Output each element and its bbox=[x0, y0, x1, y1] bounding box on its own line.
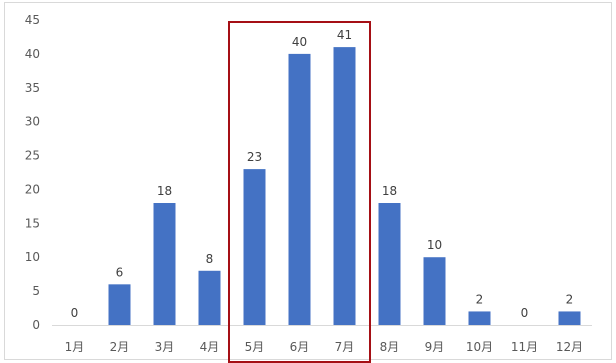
x-tick-label: 2月 bbox=[110, 340, 130, 354]
x-tick-label: 10月 bbox=[466, 340, 493, 354]
bar bbox=[198, 270, 221, 325]
bar bbox=[243, 169, 266, 325]
bars bbox=[108, 47, 581, 326]
y-tick-label: 0 bbox=[32, 318, 40, 332]
x-tick-label: 7月 bbox=[335, 340, 355, 354]
x-tick-label: 12月 bbox=[556, 340, 583, 354]
data-label: 23 bbox=[247, 150, 262, 164]
y-tick-label: 15 bbox=[25, 216, 40, 230]
data-label: 8 bbox=[206, 252, 214, 266]
x-axis: 1月 2月 3月 4月 5月 6月 7月 8月 9月 10月 11月 12月 bbox=[52, 325, 592, 354]
x-tick-label: 6月 bbox=[290, 340, 310, 354]
x-tick-label: 3月 bbox=[155, 340, 175, 354]
bar bbox=[108, 284, 131, 325]
y-tick-label: 35 bbox=[25, 81, 40, 95]
y-tick-label: 40 bbox=[25, 47, 40, 61]
bar bbox=[558, 311, 581, 325]
data-label: 10 bbox=[427, 238, 442, 252]
highlight-box bbox=[228, 21, 371, 363]
data-label: 0 bbox=[521, 306, 529, 320]
x-tick-label: 8月 bbox=[380, 340, 400, 354]
y-tick-label: 10 bbox=[25, 250, 40, 264]
x-tick-label: 4月 bbox=[200, 340, 220, 354]
x-tick-label: 1月 bbox=[65, 340, 85, 354]
data-label: 18 bbox=[157, 184, 172, 198]
data-label: 41 bbox=[337, 28, 352, 42]
y-axis: 0 5 10 15 20 25 30 35 40 45 bbox=[25, 13, 40, 332]
y-tick-label: 5 bbox=[32, 284, 40, 298]
data-label: 0 bbox=[71, 306, 79, 320]
bar bbox=[423, 257, 446, 325]
x-tick-label: 11月 bbox=[511, 340, 538, 354]
x-tick-label: 5月 bbox=[245, 340, 265, 354]
x-tick-label: 9月 bbox=[425, 340, 445, 354]
data-labels: 0 6 18 8 23 40 41 18 10 2 0 2 bbox=[71, 28, 574, 320]
y-tick-label: 20 bbox=[25, 182, 40, 196]
y-tick-label: 45 bbox=[25, 13, 40, 27]
bar bbox=[153, 203, 176, 325]
bar bbox=[378, 203, 401, 325]
data-label: 6 bbox=[116, 265, 124, 279]
bar bbox=[333, 47, 356, 325]
highlight-box bbox=[228, 21, 371, 363]
data-label: 40 bbox=[292, 35, 307, 49]
data-label: 18 bbox=[382, 184, 397, 198]
y-tick-label: 25 bbox=[25, 149, 40, 163]
data-label: 2 bbox=[476, 292, 484, 306]
bar bbox=[288, 53, 311, 326]
y-tick-label: 30 bbox=[25, 115, 40, 129]
bar bbox=[468, 311, 491, 325]
data-label: 2 bbox=[566, 292, 574, 306]
